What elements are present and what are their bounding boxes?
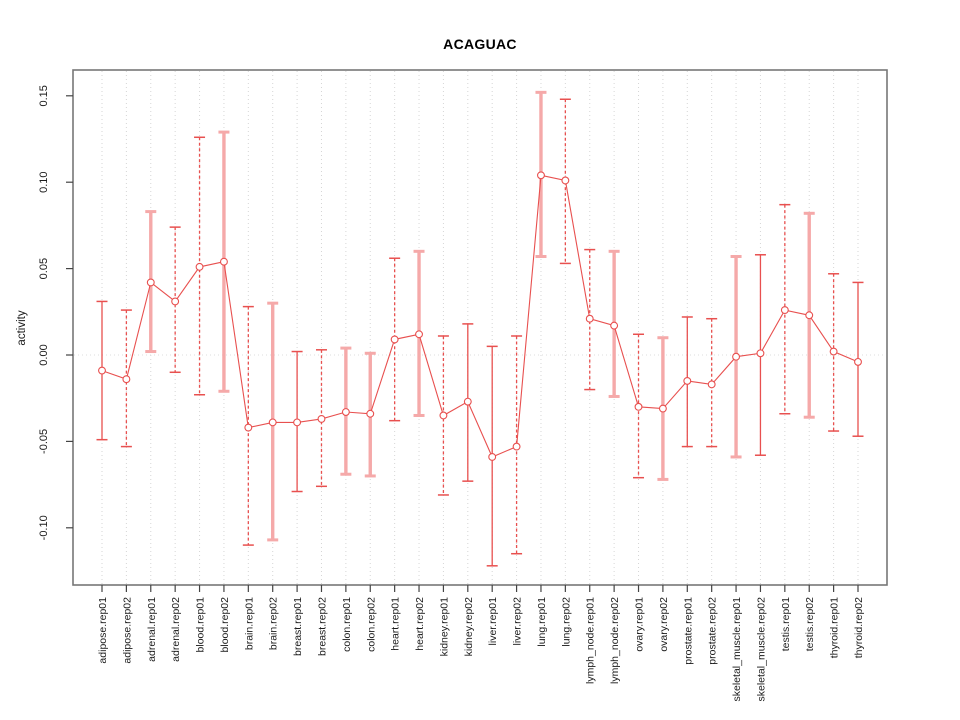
data-point xyxy=(537,171,545,180)
data-point xyxy=(732,352,741,361)
data-point xyxy=(171,297,180,306)
data-point xyxy=(585,314,594,323)
x-tick-label: colon.rep02 xyxy=(365,597,377,652)
x-tick-label: prostate.rep02 xyxy=(707,597,719,665)
x-tick-label: kidney.rep01 xyxy=(438,597,450,657)
plot-border xyxy=(72,69,888,586)
data-point xyxy=(756,349,765,358)
x-tick-label: lung.rep01 xyxy=(536,597,548,647)
x-tick-label: heart.rep02 xyxy=(414,597,426,651)
data-point xyxy=(780,306,789,315)
y-tick-label: 0.10 xyxy=(38,171,50,192)
data-point xyxy=(463,397,472,406)
series-line xyxy=(101,174,859,458)
y-tick-label: 0.05 xyxy=(38,258,50,279)
data-point xyxy=(488,453,497,461)
x-tick-label: ovary.rep01 xyxy=(634,597,646,652)
x-tick-label: kidney.rep02 xyxy=(463,597,475,657)
data-point xyxy=(561,176,570,185)
x-tick-label: skeletal_muscle.rep02 xyxy=(755,597,767,702)
data-point xyxy=(610,321,619,330)
y-tick-label: -0.05 xyxy=(38,429,50,454)
data-point xyxy=(293,418,302,427)
data-point xyxy=(366,409,375,418)
data-point xyxy=(317,414,326,423)
x-tick-label: blood.rep01 xyxy=(195,597,207,653)
data-point xyxy=(268,418,277,427)
data-point xyxy=(512,442,521,451)
x-tick-label: liver.rep01 xyxy=(487,597,499,646)
data-point xyxy=(98,366,106,375)
x-tick-label: adrenal.rep01 xyxy=(146,597,158,662)
data-point xyxy=(854,357,862,366)
y-tick-label: 0.15 xyxy=(38,85,50,106)
data-point xyxy=(658,404,667,413)
data-point xyxy=(244,423,253,432)
y-tick-label: 0.00 xyxy=(38,344,50,365)
data-point xyxy=(390,335,399,344)
data-point xyxy=(805,311,814,320)
x-tick-label: blood.rep02 xyxy=(219,597,231,653)
x-tick-label: heart.rep01 xyxy=(390,597,402,651)
x-tick-label: adipose.rep02 xyxy=(121,597,133,664)
data-point xyxy=(146,278,155,287)
x-tick-label: testis.rep01 xyxy=(780,597,792,651)
x-tick-label: lymph_node.rep02 xyxy=(609,597,621,684)
x-tick-label: thyroid.rep02 xyxy=(853,597,865,658)
x-tick-label: ovary.rep02 xyxy=(658,597,670,652)
x-tick-label: testis.rep02 xyxy=(804,597,816,651)
x-tick-label: breast.rep02 xyxy=(316,597,328,656)
data-point xyxy=(829,347,838,356)
data-point xyxy=(195,262,204,271)
data-point xyxy=(707,380,716,389)
x-tick-label: lymph_node.rep01 xyxy=(585,597,597,684)
x-tick-label: adipose.rep01 xyxy=(97,597,109,664)
data-point xyxy=(683,376,692,385)
data-point xyxy=(634,402,643,411)
x-tick-label: skeletal_muscle.rep01 xyxy=(731,597,743,702)
x-tick-label: lung.rep02 xyxy=(560,597,572,647)
x-tick-label: breast.rep01 xyxy=(292,597,304,656)
x-tick-label: thyroid.rep01 xyxy=(829,597,841,658)
y-tick-label: -0.10 xyxy=(38,515,50,540)
x-tick-label: liver.rep02 xyxy=(512,597,524,646)
x-tick-label: prostate.rep01 xyxy=(682,597,694,665)
data-point xyxy=(341,408,350,416)
x-tick-label: brain.rep01 xyxy=(243,597,255,650)
data-point xyxy=(439,411,448,420)
data-point xyxy=(219,257,228,266)
data-point xyxy=(415,330,423,339)
chart-title: ACAGUAC xyxy=(443,36,517,52)
x-tick-label: colon.rep01 xyxy=(341,597,353,652)
x-tick-label: adrenal.rep02 xyxy=(170,597,182,662)
x-tick-label: brain.rep02 xyxy=(268,597,280,650)
y-axis-title: activity xyxy=(16,310,28,345)
data-point xyxy=(122,375,131,384)
